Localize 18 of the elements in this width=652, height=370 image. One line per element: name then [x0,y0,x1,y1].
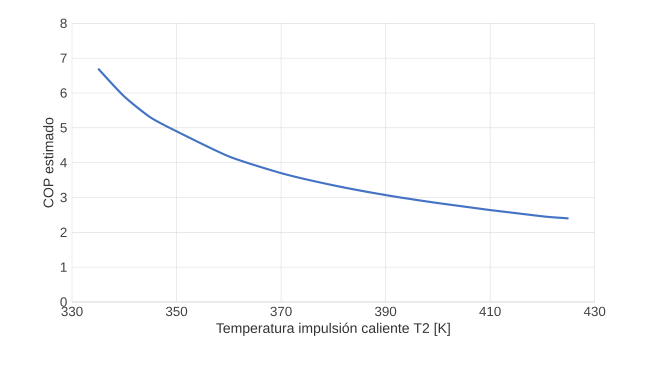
x-axis-title: Temperatura impulsión caliente T2 [K] [216,322,450,336]
y-tick-label: 1 [60,262,67,272]
x-tick-label: 410 [479,306,501,316]
y-tick-label: 4 [60,158,67,168]
x-tick-label: 370 [270,306,292,316]
y-tick-label: 2 [60,228,67,237]
x-tick-label: 430 [584,306,606,316]
x-tick-label: 390 [374,306,396,316]
line-series [97,68,570,220]
y-tick-label: 0 [60,297,67,307]
y-tick-label: 6 [60,88,67,98]
y-tick-label: 5 [60,123,67,132]
y-tick-label: 3 [60,192,67,202]
x-tick-label: 350 [166,306,188,316]
y-tick-label: 8 [60,18,67,28]
x-tick-label: 330 [61,306,83,316]
y-axis-title: COP estimado [43,118,54,208]
y-tick-label: 7 [60,54,67,63]
